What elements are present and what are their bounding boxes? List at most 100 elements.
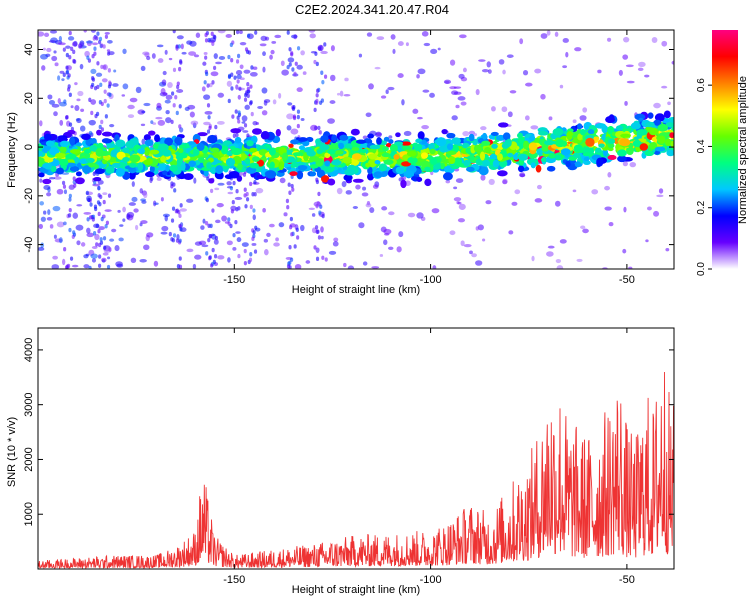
spectrogram-cell	[211, 247, 215, 253]
spectrogram-cell	[342, 156, 352, 164]
spectrogram-cell	[573, 152, 581, 159]
spectrogram-cell	[607, 143, 615, 149]
spectrogram-cell	[595, 147, 602, 153]
spectrogram-cell	[56, 221, 65, 228]
spectrogram-cell	[577, 133, 583, 141]
spectrogram-cell	[294, 264, 302, 269]
spectrogram-cell	[319, 144, 330, 151]
spectrogram-cell	[574, 161, 582, 168]
spectrogram-cell	[146, 232, 154, 238]
spectrogram-cell	[141, 138, 146, 145]
spectrogram-cell	[68, 55, 72, 60]
spectrogram-cell	[315, 138, 322, 146]
spectrogram-cell	[321, 213, 325, 219]
spectrogram-cell	[154, 202, 159, 205]
spectrogram-cell	[350, 128, 360, 136]
spectrogram-cell	[291, 34, 298, 39]
spectrogram-cell	[162, 170, 168, 176]
spectrogram-cell	[122, 48, 127, 55]
spectrogram-cell	[380, 95, 387, 99]
spectrogram-cell	[93, 51, 97, 56]
spectrogram-cell	[71, 264, 79, 268]
spectrogram-cell	[139, 188, 144, 194]
spectrogram-cell	[180, 162, 186, 171]
spectrogram-cell	[252, 214, 256, 221]
spectrogram-cell	[178, 147, 184, 154]
spectrogram-cell	[388, 211, 395, 216]
spectrogram-cell	[298, 145, 306, 151]
spectrogram-cell	[453, 86, 462, 89]
spectrogram-cells	[38, 30, 674, 269]
spectrogram-cell	[232, 180, 236, 186]
spectrogram-cell	[176, 35, 184, 40]
spectrogram-cell	[653, 150, 661, 155]
spectrogram-cell	[125, 140, 135, 149]
spectrogram-cell	[239, 30, 243, 35]
spectrogram-cell	[498, 59, 505, 65]
spectrogram-cell	[49, 224, 54, 229]
spectrogram-panel: -150 -100 -50 40 20 0 -20 -40 Height of straig…	[6, 29, 675, 296]
spectrogram-cell	[230, 86, 234, 91]
spectrogram-cell	[496, 170, 508, 177]
spectrogram-cell	[403, 170, 415, 178]
spectrogram-cell	[235, 70, 243, 76]
spectrogram-cell	[485, 200, 492, 205]
spectrogram-cell	[171, 206, 176, 211]
spectrogram-cell	[405, 42, 409, 47]
spectrogram-cell	[65, 45, 71, 49]
spectrogram-cell	[268, 147, 276, 156]
spectrogram-cell	[96, 31, 100, 36]
spectrogram-cell	[227, 98, 231, 104]
spectrogram-cell	[451, 137, 461, 145]
spectrogram-cell	[149, 177, 153, 184]
spectrogram-cell	[226, 181, 232, 186]
spectrogram-cell	[286, 64, 290, 70]
spectrogram-cell	[86, 232, 94, 238]
spectrogram-cell	[352, 178, 364, 183]
spectrogram-cell	[143, 191, 148, 199]
spectrogram-cell	[455, 104, 460, 109]
spectrogram-cell	[317, 235, 322, 240]
spectrogram-cell	[108, 92, 112, 98]
colorbar-gradient	[712, 30, 738, 269]
spectrogram-cell	[555, 259, 562, 264]
spectrogram-cell	[194, 241, 203, 246]
spectrogram-cell	[290, 139, 300, 145]
spectrogram-cell	[446, 150, 457, 155]
spectrogram-cell	[72, 212, 79, 219]
spectrogram-cell	[178, 256, 182, 261]
spectrogram-cell	[220, 145, 229, 155]
spectrogram-cell	[372, 184, 379, 189]
spectrogram-cell	[314, 125, 318, 131]
x-tick-label: -150	[223, 574, 245, 586]
spectrogram-cell	[331, 134, 337, 142]
spectrogram-cell	[308, 30, 316, 33]
spectrogram-cell	[99, 237, 103, 242]
spectrogram-cell	[205, 197, 209, 203]
spectrogram-cell	[203, 153, 209, 158]
spectrogram-cell	[56, 167, 65, 175]
spectrogram-cell	[236, 53, 241, 59]
spectrogram-cell	[664, 138, 673, 147]
spectrogram-cell	[112, 83, 119, 87]
spectrogram-cell	[492, 159, 500, 168]
spectrogram-cell	[196, 142, 205, 151]
spectrogram-cell	[179, 59, 183, 64]
spectrogram-cell	[278, 161, 285, 171]
spectrogram-cell	[316, 169, 325, 177]
spectrogram-cell	[63, 189, 68, 195]
spectrogram-cell	[296, 114, 300, 120]
spectrogram-cell	[315, 100, 319, 105]
spectrogram-cell	[200, 225, 205, 230]
spectrogram-cell	[523, 140, 530, 150]
spectrogram-cell	[143, 134, 151, 141]
spectrogram-cell	[252, 156, 260, 162]
spectrogram-cell	[55, 152, 66, 159]
spectrogram-cell	[393, 154, 400, 160]
spectrogram-cell	[129, 154, 141, 163]
spectrogram-cell	[355, 139, 367, 144]
spectrogram-cell	[208, 255, 212, 260]
spectrogram-cell	[99, 240, 104, 245]
spectrogram-cell	[255, 187, 264, 194]
spectrogram-cell	[397, 73, 404, 79]
